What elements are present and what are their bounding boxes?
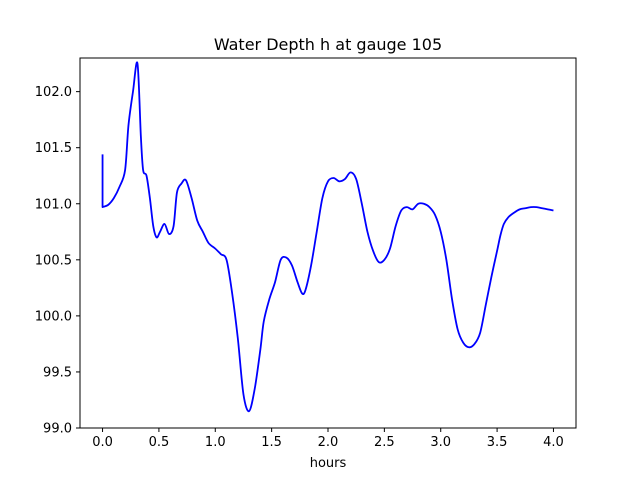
- y-tick-label: 99.5: [43, 365, 72, 380]
- plot-area: [101, 61, 554, 413]
- x-tick-label: 2.0: [318, 435, 339, 450]
- x-tick-label: 2.5: [374, 435, 395, 450]
- y-tick-label: 102.0: [35, 85, 72, 100]
- x-tick-label: 4.0: [543, 435, 564, 450]
- y-tick-label: 101.5: [35, 141, 72, 156]
- x-axis-label: hours: [310, 456, 347, 471]
- plot-frame: [79, 57, 577, 429]
- y-tick-label: 100.5: [35, 253, 72, 268]
- y-axis-ticks: 99.0 99.5 100.0 100.5 101.0 101.5 102.0: [35, 85, 80, 437]
- x-axis-ticks: 0.0 0.5 1.0 1.5 2.0 2.5 3.0 3.5 4.0: [92, 428, 564, 450]
- y-tick-label: 101.0: [35, 197, 72, 212]
- x-tick-label: 3.5: [487, 435, 508, 450]
- x-tick-label: 0.5: [149, 435, 170, 450]
- x-tick-label: 1.5: [261, 435, 282, 450]
- series-line: [101, 61, 554, 413]
- x-tick-label: 0.0: [92, 435, 113, 450]
- chart-title: Water Depth h at gauge 105: [214, 35, 442, 54]
- x-tick-label: 1.0: [205, 435, 226, 450]
- y-tick-label: 100.0: [35, 309, 72, 324]
- x-tick-label: 3.0: [430, 435, 451, 450]
- y-tick-label: 99.0: [43, 422, 72, 437]
